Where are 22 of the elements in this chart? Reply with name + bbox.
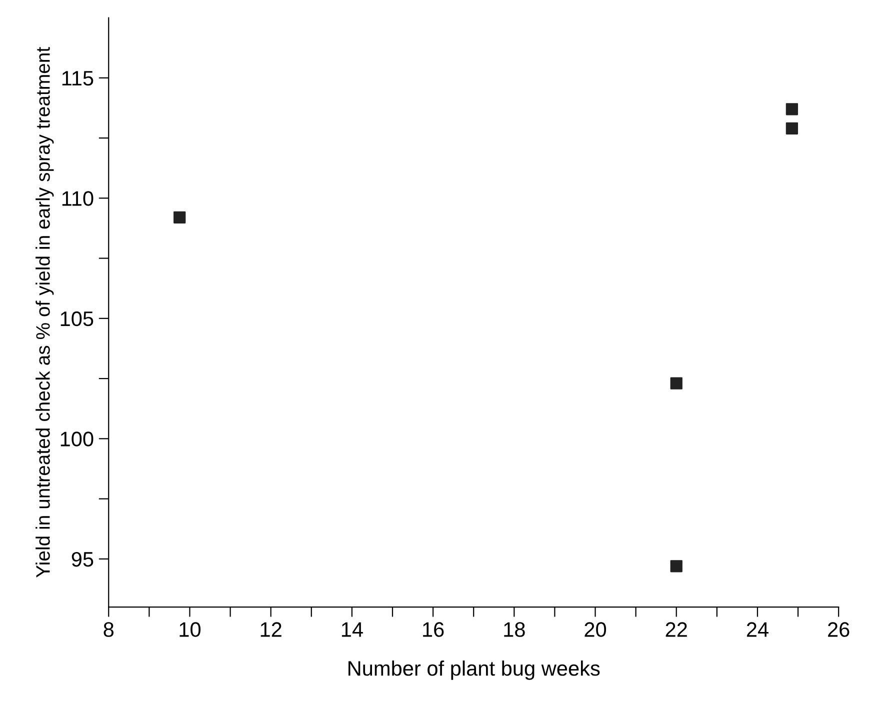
x-tick-label: 16 [423,622,444,637]
y-tick-label: 110 [62,191,94,206]
x-tick-label: 26 [828,622,850,637]
point [786,103,798,116]
x-tick-label: 12 [260,622,282,637]
y-tick-label: 115 [62,71,94,86]
x-axis-title: Number of plant bug weeks [348,660,600,680]
y-tick-label: 100 [60,432,94,446]
x-tick-label: 22 [666,622,687,637]
y-tick-label: 95 [72,552,94,567]
x-tick-label: 18 [504,622,525,637]
x-tick-label: 8 [104,622,114,637]
y-axis-title: Yield in untreated check as % of yield in early spray treatment [36,47,54,578]
x-tick-label: 20 [584,622,606,637]
point [670,377,682,390]
x-tick-label: 24 [746,622,768,637]
point [670,560,682,572]
y-tick-label: 105 [60,311,94,326]
x-tick-label: 14 [342,622,363,637]
point [174,211,186,224]
x-tick-label: 10 [180,622,201,637]
point [786,122,798,134]
